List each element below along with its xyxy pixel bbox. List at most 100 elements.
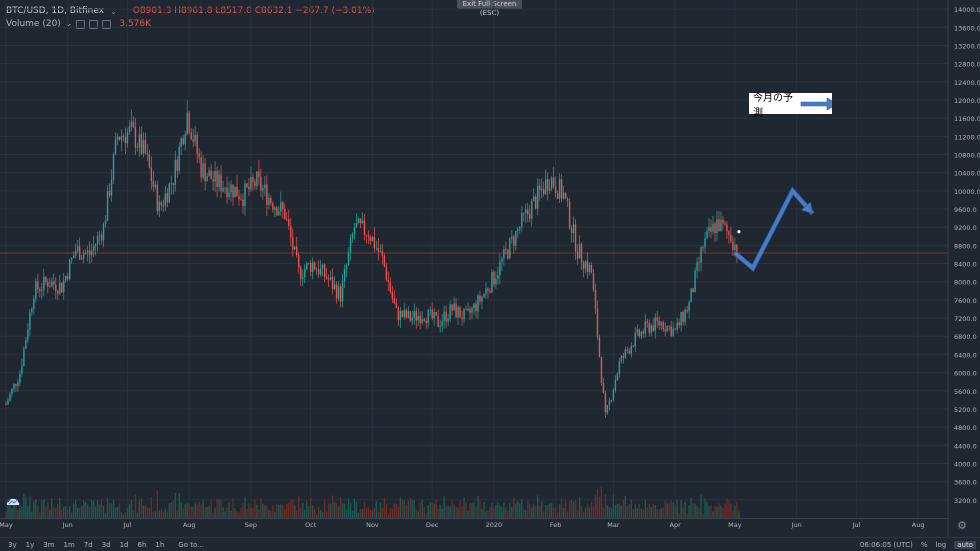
volume-bar	[425, 513, 427, 518]
utc-clock[interactable]: 06:06:05 (UTC)	[859, 540, 913, 549]
timeframe-7d[interactable]: 7d	[83, 540, 93, 549]
candle-body	[682, 311, 684, 322]
volume-bar	[550, 502, 553, 518]
candle-body	[598, 337, 601, 357]
volume-bar	[405, 504, 407, 518]
volume-bar	[381, 507, 384, 518]
candle-body	[387, 279, 390, 283]
cloud-logo-icon[interactable]	[6, 496, 20, 506]
volume-bar	[284, 508, 286, 518]
timeframe-3y[interactable]: 3y	[8, 540, 17, 549]
candle-body	[343, 269, 346, 281]
volume-bar	[608, 507, 611, 518]
candle-body	[447, 318, 449, 322]
exit-fullscreen-button[interactable]: Exit Full Screen (ESC)	[457, 0, 522, 17]
symbol-label[interactable]: BTC/USD, 1D, Bitfinex	[6, 6, 105, 16]
candle-body	[451, 304, 453, 311]
candle-body	[509, 238, 511, 259]
y-tick-label: 3200.0	[954, 497, 977, 505]
bottom-toolbar: 3y 1y 3m 1m 7d 3d 1d 6h 1h Go to... 06:0…	[0, 537, 980, 551]
timeframe-1m[interactable]: 1m	[63, 540, 75, 549]
percent-scale-toggle[interactable]: %	[920, 540, 928, 549]
timeframe-1d[interactable]: 1d	[119, 540, 129, 549]
candle-body	[674, 328, 676, 330]
candle-body	[363, 220, 366, 235]
x-tick-label: Feb	[550, 521, 562, 529]
volume-bar	[515, 503, 517, 518]
close-icon[interactable]	[102, 19, 112, 29]
volume-bar	[228, 503, 230, 518]
volume-bar	[708, 505, 710, 518]
settings-icon[interactable]	[89, 19, 99, 29]
volume-bar	[76, 507, 79, 518]
candle-body	[425, 320, 427, 323]
volume-bar	[13, 504, 15, 518]
timeframe-6h[interactable]: 6h	[137, 540, 147, 549]
volume-bar	[654, 505, 656, 518]
volume-bar	[323, 500, 326, 518]
volume-bar	[126, 507, 129, 518]
candle-body	[493, 271, 495, 285]
candle-body	[128, 126, 131, 133]
volume-bar	[467, 510, 469, 518]
candle-body	[564, 192, 567, 199]
volume-bar	[736, 501, 738, 518]
goto-date-button[interactable]: Go to...	[178, 540, 204, 549]
volume-label[interactable]: Volume (20)	[6, 19, 61, 29]
volume-bar	[646, 507, 648, 518]
candle-body	[41, 289, 43, 292]
volume-bar	[481, 509, 483, 518]
volume-bar	[234, 508, 236, 518]
candle-body	[365, 234, 368, 236]
gear-icon[interactable]: ⚙	[957, 519, 967, 532]
candle-body	[234, 186, 236, 198]
candle-body	[96, 235, 99, 244]
volume-bar	[626, 505, 629, 518]
candle-body	[49, 286, 51, 288]
y-axis-background	[948, 0, 980, 537]
volume-bar	[27, 506, 29, 518]
volume-bar	[588, 507, 591, 518]
volume-bar	[590, 501, 593, 518]
candle-body	[572, 224, 575, 234]
volume-bar	[367, 506, 370, 518]
chevron-down-icon[interactable]: ⌄	[64, 19, 73, 29]
candle-body	[126, 132, 129, 144]
eye-icon[interactable]	[76, 19, 86, 29]
candle-body	[306, 263, 308, 270]
candle-body	[521, 212, 523, 227]
candle-body	[554, 186, 557, 193]
candle-body	[467, 308, 469, 311]
timeframe-1y[interactable]: 1y	[25, 540, 35, 549]
forecast-callout: 今月の予測	[749, 93, 832, 119]
candle-body	[371, 237, 374, 242]
candle-body	[17, 382, 19, 386]
candle-body	[156, 184, 159, 212]
candle-body	[658, 320, 660, 326]
timeframe-3d[interactable]: 3d	[101, 540, 111, 549]
candle-body	[361, 220, 364, 224]
volume-bar	[491, 502, 493, 518]
candle-body	[71, 257, 73, 260]
volume-bar	[445, 506, 447, 518]
candle-body	[690, 288, 692, 303]
volume-bar	[335, 503, 338, 518]
candle-body	[602, 383, 605, 393]
candle-body	[339, 286, 342, 302]
auto-scale-toggle[interactable]: auto	[954, 540, 976, 549]
volume-bar	[698, 507, 700, 518]
candle-body	[82, 253, 85, 259]
candle-body	[457, 307, 459, 318]
chevron-down-icon[interactable]: ⌄	[110, 6, 117, 16]
timeframe-1h[interactable]: 1h	[155, 540, 165, 549]
volume-bar	[495, 505, 497, 518]
volume-bar	[732, 510, 734, 518]
y-tick-label: 11600.0	[954, 115, 980, 123]
volume-bar	[294, 504, 296, 518]
volume-bar	[49, 509, 51, 518]
timeframe-3m[interactable]: 3m	[43, 540, 55, 549]
volume-bar	[21, 506, 23, 518]
candle-body	[620, 355, 623, 362]
log-scale-toggle[interactable]: log	[935, 540, 947, 549]
